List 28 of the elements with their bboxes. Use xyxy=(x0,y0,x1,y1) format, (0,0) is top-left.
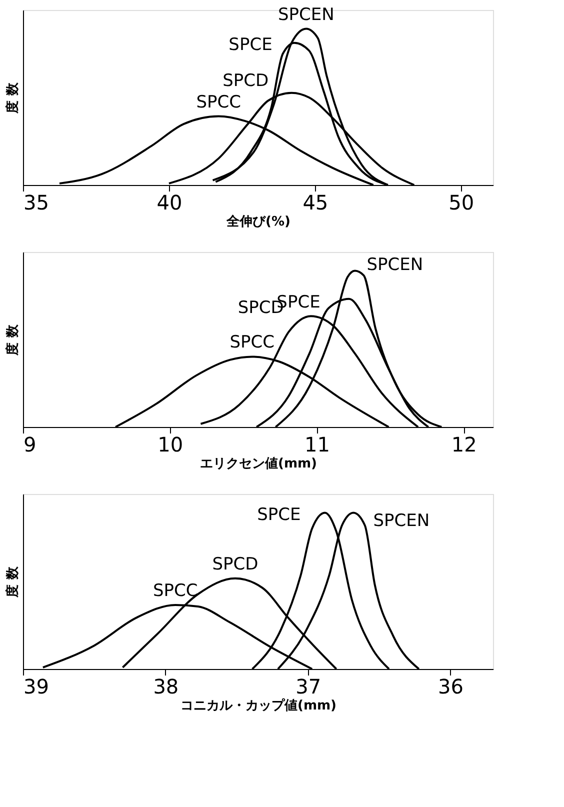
series-label: SPCE xyxy=(257,504,301,525)
x-tick-label: 50 xyxy=(448,190,474,214)
x-tick-label: 9 xyxy=(24,432,36,456)
x-axis-title: エリクセン値(mm) xyxy=(200,456,317,472)
x-tick-label: 45 xyxy=(302,190,328,214)
series-label: SPCE xyxy=(228,34,272,55)
series-label: SPCEN xyxy=(278,4,334,25)
x-tick-label: 40 xyxy=(156,190,182,214)
x-tick-label: 35 xyxy=(24,190,49,214)
y-axis-title: 度 数 xyxy=(4,566,20,598)
x-tick-label: 39 xyxy=(24,674,49,698)
series-label: SPCC xyxy=(230,332,275,353)
x-tick-label: 36 xyxy=(438,674,464,698)
x-tick-label: 10 xyxy=(158,432,184,456)
series-label: SPCEN xyxy=(373,510,430,531)
y-axis-title: 度 数 xyxy=(4,82,20,114)
series-label: SPCD xyxy=(212,554,258,574)
x-tick-label: 12 xyxy=(451,432,477,456)
series-label: SPCC xyxy=(152,580,198,601)
x-tick-label: 37 xyxy=(296,674,322,698)
x-tick-label: 38 xyxy=(153,674,179,698)
x-tick-label: 11 xyxy=(304,432,330,456)
series-label: SPCEN xyxy=(366,254,424,275)
x-axis-title: 全伸び(%) xyxy=(226,214,290,230)
x-axis-title: コニカル・カップ値(mm) xyxy=(180,698,336,714)
series-label: SPCD xyxy=(222,70,269,91)
series-label: SPCC xyxy=(196,92,241,112)
y-axis-title: 度 数 xyxy=(4,324,20,356)
